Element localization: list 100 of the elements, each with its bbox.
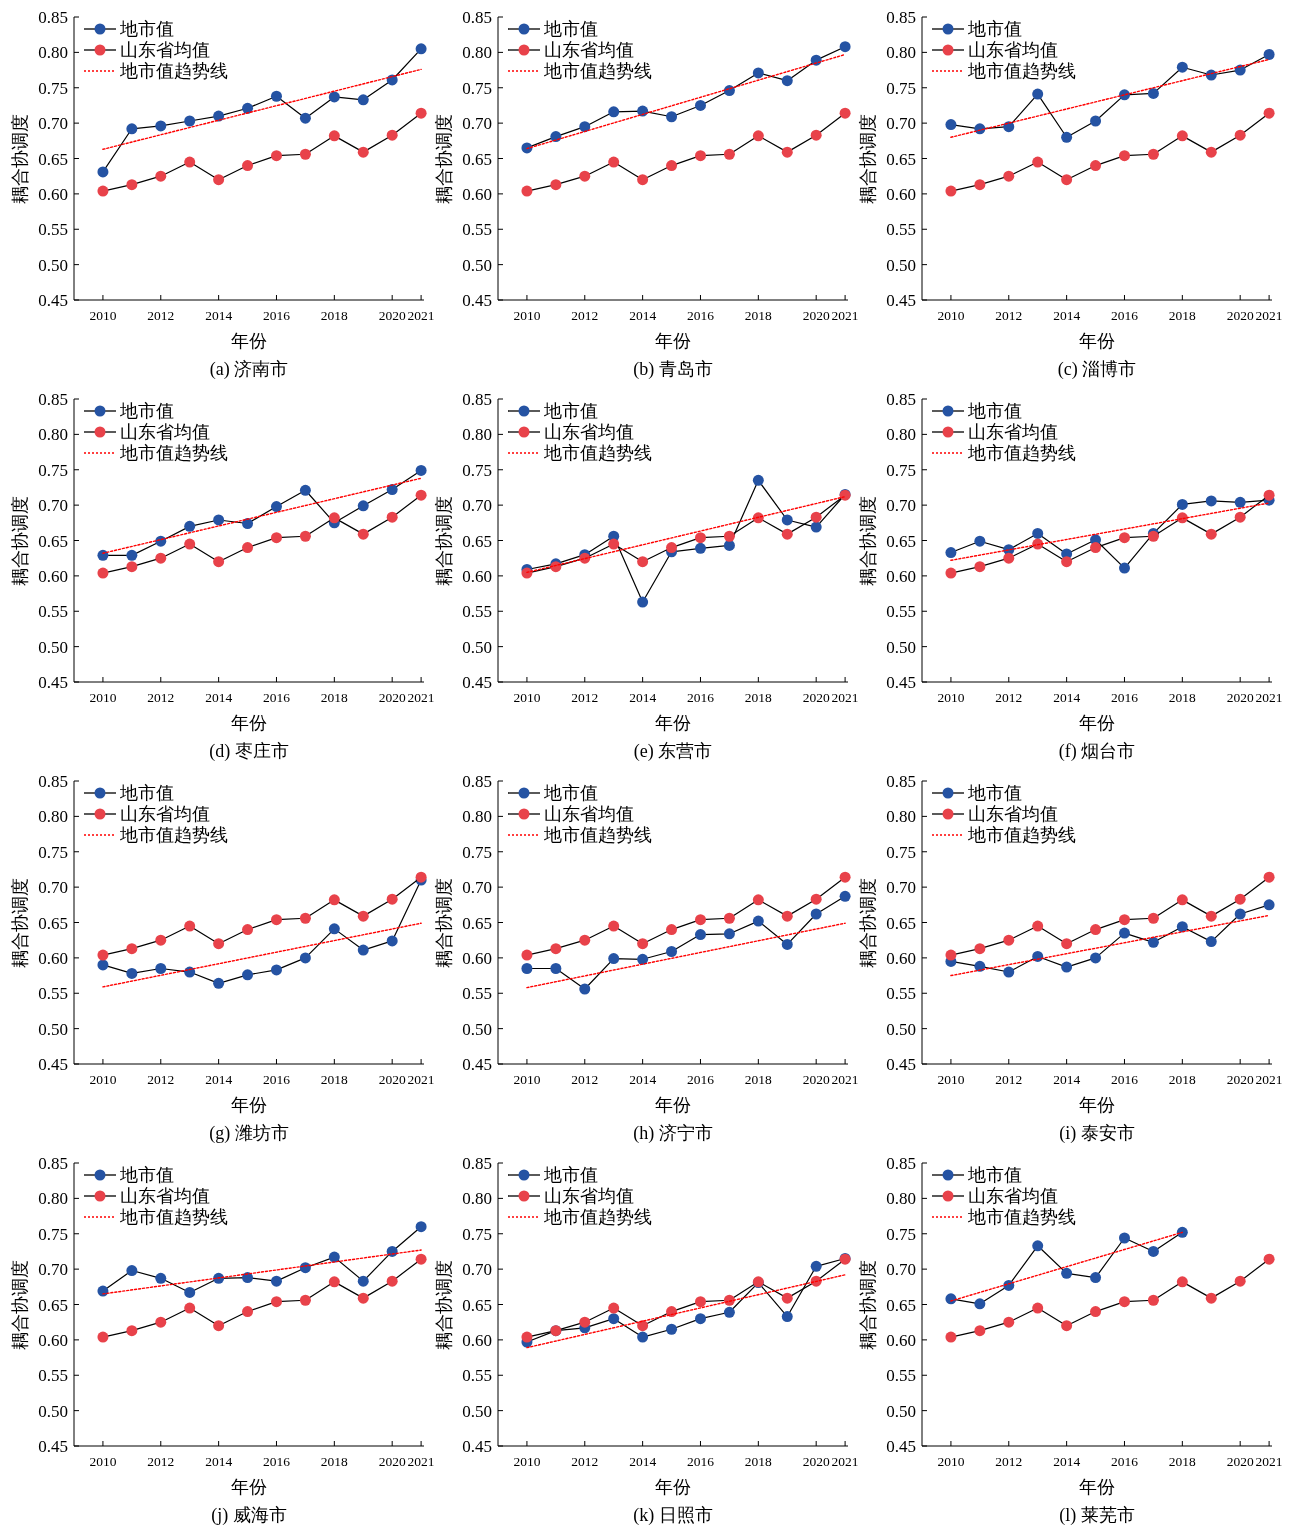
x-tick-label: 2020 (378, 690, 406, 705)
y-tick-label: 0.65 (38, 531, 68, 551)
legend-label: 地市值 (543, 1165, 598, 1185)
x-tick-label: 2012 (147, 1454, 175, 1469)
y-tick-label: 0.60 (462, 566, 492, 586)
y-axis-title: 耦合协调度 (10, 1259, 30, 1350)
x-tick-label: 2012 (995, 1454, 1023, 1469)
legend-label: 地市值 (119, 783, 174, 803)
x-tick-label: 2012 (571, 690, 599, 705)
legend-label: 地市值 (967, 1165, 1022, 1185)
y-tick-label: 0.85 (38, 772, 68, 791)
x-tick-label: 2018 (744, 308, 773, 323)
y-tick-label: 0.80 (462, 425, 492, 445)
y-tick-label: 0.45 (38, 673, 68, 692)
legend-label: 山东省均值 (120, 40, 210, 60)
x-tick-label: 2014 (629, 1454, 657, 1469)
legend-label: 地市值 (543, 19, 598, 39)
y-tick-label: 0.85 (462, 1154, 492, 1173)
y-tick-label: 0.65 (38, 149, 68, 169)
y-tick-label: 0.75 (38, 460, 68, 480)
y-tick-label: 0.75 (462, 78, 492, 98)
x-axis-title: 年份 (655, 713, 691, 733)
legend-label: 地市值趋势线 (543, 1207, 652, 1227)
y-axis-title: 耦合协调度 (434, 495, 454, 586)
y-tick-label: 0.50 (886, 255, 916, 275)
y-axis-title: 耦合协调度 (434, 877, 454, 968)
legend-label: 山东省均值 (544, 1186, 634, 1206)
legend-label: 地市值趋势线 (543, 61, 652, 81)
y-tick-label: 0.75 (462, 842, 492, 862)
x-tick-label: 2016 (1110, 308, 1139, 323)
x-tick-label: 2014 (629, 1072, 657, 1087)
legend-label: 地市值趋势线 (119, 825, 228, 845)
y-tick-label: 0.80 (886, 1189, 916, 1209)
y-tick-label: 0.45 (886, 1055, 916, 1074)
x-tick-label: 2016 (1110, 1454, 1139, 1469)
x-axis-title: 年份 (231, 1477, 267, 1497)
y-tick-label: 0.55 (886, 984, 916, 1004)
legend-label: 山东省均值 (120, 804, 210, 824)
x-tick-label: 2021 (831, 308, 859, 323)
x-axis-title: 年份 (231, 713, 267, 733)
text: (h) 济宁市 (633, 1123, 713, 1144)
y-tick-label: 0.50 (462, 1401, 492, 1421)
x-tick-label: 2016 (686, 308, 715, 323)
x-axis-title: 年份 (231, 331, 267, 351)
x-tick-label: 2021 (407, 1072, 435, 1087)
x-tick-label: 2012 (995, 690, 1023, 705)
x-tick-label: 2012 (147, 690, 175, 705)
y-tick-label: 0.80 (38, 425, 68, 445)
x-tick-label: 2018 (320, 690, 349, 705)
legend-label: 山东省均值 (968, 40, 1058, 60)
y-tick-label: 0.50 (462, 255, 492, 275)
legend-label: 地市值趋势线 (543, 825, 652, 845)
y-tick-label: 0.65 (462, 531, 492, 551)
text: (e) 东营市 (633, 741, 713, 762)
x-tick-label: 2010 (89, 1454, 117, 1469)
y-tick-label: 0.45 (462, 1437, 492, 1456)
y-tick-label: 0.65 (38, 913, 68, 933)
y-tick-label: 0.60 (38, 948, 68, 968)
y-tick-label: 0.45 (462, 1055, 492, 1074)
x-axis-title: 年份 (1079, 1095, 1115, 1115)
y-axis-title: 耦合协调度 (434, 113, 454, 204)
x-tick-label: 2012 (995, 308, 1023, 323)
x-tick-label: 2010 (937, 1454, 965, 1469)
x-tick-label: 2021 (1255, 308, 1283, 323)
text: (l) 莱芜市 (1059, 1505, 1135, 1525)
y-tick-label: 0.80 (462, 43, 492, 63)
x-tick-label: 2014 (1053, 1454, 1081, 1469)
y-axis-title: 耦合协调度 (858, 113, 878, 204)
x-tick-label: 2014 (1053, 690, 1081, 705)
y-tick-label: 0.75 (38, 1224, 68, 1244)
y-tick-label: 0.80 (462, 807, 492, 827)
text: (a) 济南市 (209, 359, 289, 380)
x-tick-label: 2016 (1110, 690, 1139, 705)
x-tick-label: 2018 (1168, 690, 1197, 705)
y-tick-label: 0.75 (886, 460, 916, 480)
y-tick-label: 0.85 (38, 390, 68, 409)
legend-label: 山东省均值 (120, 422, 210, 442)
y-tick-label: 0.70 (38, 1260, 68, 1280)
y-axis-title: 耦合协调度 (10, 877, 30, 968)
x-tick-label: 2010 (513, 690, 541, 705)
y-tick-label: 0.80 (38, 807, 68, 827)
x-tick-label: 2010 (513, 1454, 541, 1469)
x-tick-label: 2012 (995, 1072, 1023, 1087)
x-tick-label: 2010 (937, 308, 965, 323)
x-tick-label: 2016 (686, 1072, 715, 1087)
y-tick-label: 0.55 (38, 1366, 68, 1386)
y-tick-label: 0.50 (38, 637, 68, 657)
x-tick-label: 2010 (513, 308, 541, 323)
y-tick-label: 0.70 (38, 114, 68, 134)
x-tick-label: 2012 (147, 1072, 175, 1087)
legend-label: 地市值趋势线 (119, 61, 228, 81)
x-tick-label: 2020 (378, 308, 406, 323)
y-tick-label: 0.45 (38, 291, 68, 310)
x-tick-label: 2014 (205, 690, 233, 705)
y-tick-label: 0.75 (886, 1224, 916, 1244)
y-tick-label: 0.80 (886, 425, 916, 445)
legend-label: 地市值趋势线 (119, 443, 228, 463)
x-tick-label: 2016 (686, 1454, 715, 1469)
x-tick-label: 2010 (937, 690, 965, 705)
y-tick-label: 0.85 (462, 772, 492, 791)
